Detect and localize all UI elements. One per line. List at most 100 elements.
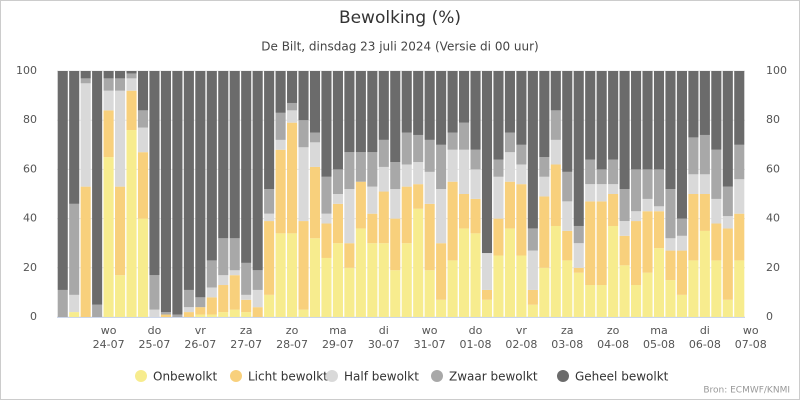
bar-segment	[367, 71, 378, 153]
bar-segment	[699, 71, 710, 135]
bar-segment	[287, 71, 298, 103]
bar-segment	[631, 169, 642, 212]
bar-segment	[287, 110, 298, 123]
bar-segment	[722, 216, 733, 229]
bar-segment	[126, 73, 137, 79]
bar-segment	[516, 164, 527, 185]
bar-segment	[103, 157, 114, 317]
bar-segment	[550, 71, 561, 111]
bar-segment	[149, 275, 160, 310]
bar-segment	[241, 71, 252, 263]
bar-segment	[573, 267, 584, 273]
bar-segment	[309, 71, 321, 133]
bar-segment	[298, 71, 309, 121]
bar-segment	[321, 71, 332, 177]
bar-segment	[126, 90, 137, 131]
bar-segment	[573, 272, 584, 317]
bar-segment	[539, 71, 550, 158]
bar-segment	[631, 221, 642, 286]
bar-segment	[688, 260, 699, 317]
bar-segment	[298, 120, 309, 148]
bar-segment	[195, 307, 206, 315]
bar-segment	[309, 166, 321, 239]
bar-segment	[550, 225, 561, 317]
y-tick-label: 40	[23, 212, 37, 225]
bar-segment	[321, 213, 332, 224]
bar-segment	[585, 159, 596, 185]
bar-segment	[378, 166, 389, 192]
bar-segment	[298, 221, 309, 310]
bar-segment	[493, 71, 504, 160]
bar-segment	[653, 248, 665, 317]
bar-segment	[676, 71, 687, 219]
bar-segment	[321, 257, 332, 317]
bar-segment	[585, 71, 596, 160]
bar-segment	[218, 238, 229, 276]
bar-segment	[332, 169, 343, 194]
bar-segment	[493, 255, 504, 317]
bar-segment	[287, 233, 298, 317]
y2-tick-label: 40	[766, 212, 780, 225]
bar-segment	[436, 299, 447, 317]
bar-segment	[619, 265, 630, 317]
bar-segment	[481, 253, 493, 290]
y2-tick-label: 0	[766, 310, 773, 323]
y2-tick-label: 80	[766, 113, 780, 126]
bar-segment	[413, 184, 424, 209]
bar-segment	[734, 213, 745, 261]
bar-segment	[550, 164, 561, 226]
bar-segment	[344, 71, 355, 153]
bar-segment	[562, 71, 573, 172]
bar-segment	[378, 191, 389, 244]
bar-segment	[264, 189, 275, 214]
bar-segment	[424, 270, 435, 317]
bar-segment	[298, 147, 309, 222]
bar-segment	[137, 218, 149, 317]
bar-segment	[355, 228, 366, 317]
bar-segment	[504, 228, 515, 317]
bar-segment	[160, 314, 171, 317]
bar-segment	[481, 299, 493, 317]
bar-segment	[699, 134, 710, 175]
bar-segment	[206, 287, 217, 298]
bar-segment	[241, 299, 252, 313]
bar-segment	[436, 189, 447, 244]
bar-segment	[722, 71, 733, 187]
bar-segment	[183, 289, 194, 308]
bar-segment	[287, 102, 298, 111]
bar-segment	[206, 260, 217, 288]
bar-segment	[447, 149, 458, 182]
bar-segment	[137, 71, 149, 111]
bar-segment	[585, 201, 596, 286]
bar-segment	[309, 132, 321, 143]
bar-segment	[413, 134, 424, 163]
bar-segment	[92, 71, 103, 305]
bar-segment	[653, 211, 665, 249]
legend-marker	[326, 370, 338, 382]
bar-segment	[573, 243, 584, 268]
bar-segment	[676, 218, 687, 236]
x-tick-label: zo 28-07	[276, 324, 309, 351]
x-tick-label: do 01-08	[459, 324, 492, 351]
bar-segment	[665, 280, 676, 317]
bar-segment	[562, 201, 573, 231]
bar-segment	[688, 137, 699, 175]
bar-segment	[206, 314, 217, 317]
bar-segment	[378, 71, 389, 140]
bar-segment	[424, 71, 435, 140]
bar-segment	[264, 221, 275, 295]
bar-segment	[539, 267, 550, 317]
chart-title: Bewolking (%)	[339, 8, 461, 28]
bar-segment	[608, 184, 619, 194]
bar-segment	[573, 225, 584, 244]
bar-segment	[424, 139, 435, 172]
bar-segment	[550, 139, 561, 165]
bar-segment	[195, 314, 206, 317]
y-tick-label: 100	[16, 64, 37, 77]
bar-segment	[688, 194, 699, 261]
bar-segment	[734, 260, 745, 317]
bar-segment	[676, 294, 687, 317]
bar-segment	[378, 139, 389, 167]
bar-segment	[447, 181, 458, 261]
bar-segment	[103, 71, 114, 79]
